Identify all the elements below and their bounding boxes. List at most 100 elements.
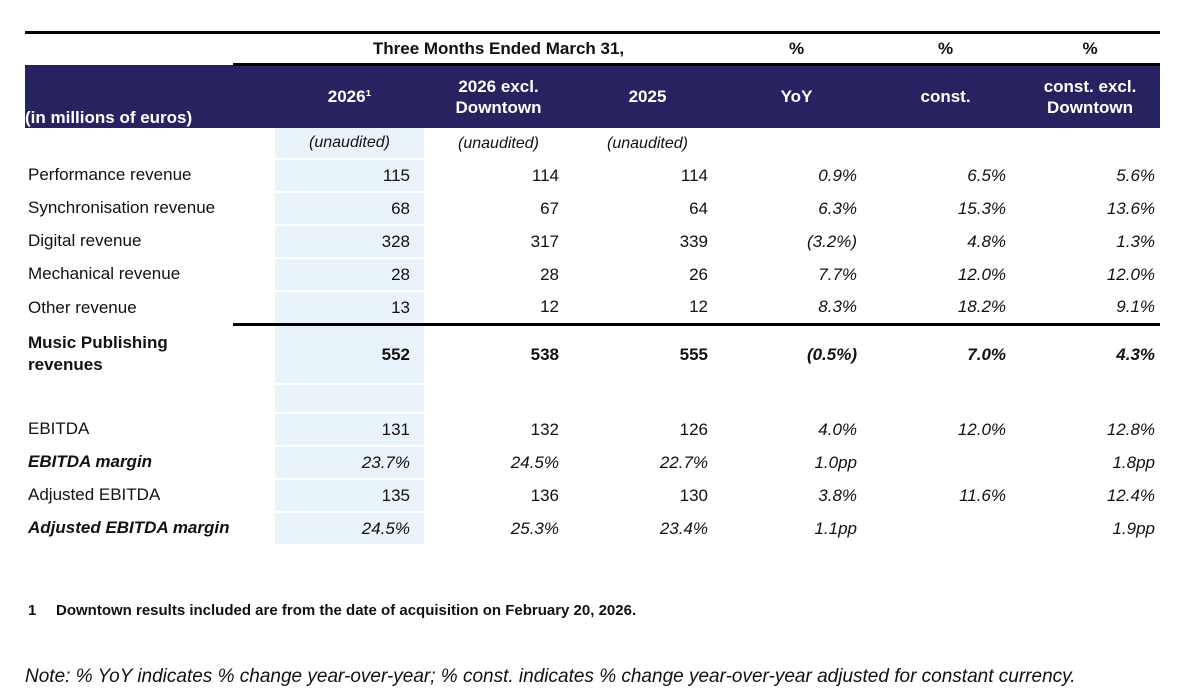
column-header-const-excl-downtown: const. excl. Downtown	[1020, 63, 1161, 128]
period-header-row: Three Months Ended March 31, % % %	[25, 31, 1161, 65]
cell-const: 15.3%	[957, 198, 1007, 218]
cell-yoy: 7.7%	[818, 264, 858, 284]
cell-yoy: 3.8%	[818, 485, 858, 505]
spacer-cell	[233, 323, 275, 384]
cell-const	[871, 384, 1020, 413]
footnote-number: 1	[28, 602, 37, 619]
cell-2026: 28	[275, 258, 424, 292]
column-header-row: (in millions of euros) 2026¹ 2026 excl. …	[25, 63, 1161, 128]
row-label: EBITDA	[28, 419, 90, 439]
cell-yoy: 6.3%	[818, 198, 858, 218]
cell-2026-excl: 28	[540, 264, 559, 284]
table-row: Mechanical revenue 28 28 26 7.7% 12.0% 1…	[25, 258, 1160, 292]
cell-2026-excl	[424, 384, 573, 413]
corner-empty-cell	[25, 31, 233, 65]
spacer-cell	[233, 258, 275, 291]
column-header-2026: 2026¹	[275, 63, 424, 128]
cell-2026: 23.7%	[275, 446, 424, 480]
cell-2026-excl: 25.3%	[510, 518, 559, 538]
cell-const: 7.0%	[871, 323, 1021, 384]
cell-2026-excl: 132	[530, 419, 559, 439]
cell-const-excl	[1020, 384, 1160, 413]
cell-2026-excl: 317	[530, 231, 559, 251]
row-label: Music Publishing revenues	[28, 333, 168, 375]
footnote-text: Downtown results included are from the d…	[56, 602, 637, 619]
blank-row	[25, 384, 1160, 414]
cell-2026: 328	[275, 225, 424, 259]
cell-const-excl: 4.3%	[1020, 323, 1161, 384]
cell-const	[871, 512, 1020, 545]
spacer-cell	[233, 384, 275, 413]
methodology-note: Note: % YoY indicates % change year-over…	[25, 666, 1076, 687]
cell-yoy: 4.0%	[818, 419, 858, 439]
cell-const-excl: 12.0%	[1106, 264, 1156, 284]
spacer-cell	[233, 446, 275, 479]
unaudited-2026: (unaudited)	[275, 128, 424, 160]
cell-2026-excl: 136	[530, 485, 559, 505]
spacer-cell	[233, 31, 275, 65]
cell-2026: 552	[275, 323, 424, 385]
cell-const-excl: 1.9pp	[1112, 518, 1156, 538]
table-row: Performance revenue 115 114 114 0.9% 6.5…	[25, 159, 1160, 193]
spacer-cell	[233, 159, 275, 192]
table-row: Digital revenue 328 317 339 (3.2%) 4.8% …	[25, 225, 1160, 259]
cell-2025	[573, 384, 722, 413]
table-row: EBITDA 131 132 126 4.0% 12.0% 12.8%	[25, 413, 1160, 447]
unaudited-row: (unaudited) (unaudited) (unaudited)	[25, 128, 1160, 160]
cell-const: 4.8%	[967, 231, 1007, 251]
cell-2026: 135	[275, 479, 424, 513]
cell-yoy: 1.0pp	[814, 452, 858, 472]
table-row: Adjusted EBITDA 135 136 130 3.8% 11.6% 1…	[25, 479, 1160, 513]
row-label: Adjusted EBITDA	[28, 485, 161, 505]
cell-2026: 13	[275, 291, 424, 326]
footnote: 1 Downtown results included are from the…	[28, 602, 1160, 619]
spacer-cell	[233, 413, 275, 446]
corner-label: (in millions of euros)	[25, 64, 233, 128]
cell-yoy	[722, 384, 871, 413]
cell-yoy: (3.2%)	[806, 231, 858, 251]
spacer-cell	[233, 128, 275, 159]
unaudited-2026-excl: (unaudited)	[458, 134, 539, 152]
column-header-2025: 2025	[573, 63, 723, 128]
table-row: Synchronisation revenue 68 67 64 6.3% 15…	[25, 192, 1160, 226]
cell-2026: 131	[275, 413, 424, 447]
row-label	[25, 384, 233, 413]
cell-yoy: 0.9%	[818, 165, 858, 185]
row-label: Performance revenue	[28, 165, 192, 185]
cell-2025: 12	[689, 297, 709, 316]
cell-2025: 114	[680, 165, 709, 185]
cell-const: 18.2%	[957, 297, 1007, 316]
cell-2026-excl: 538	[424, 323, 573, 384]
cell-2025: 22.7%	[659, 452, 709, 472]
cell-const-excl: 9.1%	[1116, 297, 1156, 316]
cell-yoy: 1.1pp	[814, 518, 858, 538]
empty-cell	[722, 128, 871, 159]
cell-yoy: (0.5%)	[722, 323, 872, 384]
pct-header-yoy: %	[722, 31, 872, 65]
spacer-cell	[233, 291, 275, 325]
cell-2025: 126	[679, 419, 709, 439]
cell-const-excl: 13.6%	[1106, 198, 1156, 218]
cell-2026-excl: 67	[540, 198, 559, 218]
cell-2025: 555	[573, 323, 723, 384]
row-label: Adjusted EBITDA margin	[28, 518, 230, 538]
empty-cell	[1020, 128, 1160, 159]
cell-const-excl: 12.8%	[1106, 419, 1156, 439]
spacer-cell	[233, 63, 275, 128]
spacer-cell	[233, 512, 275, 545]
cell-const: 12.0%	[957, 264, 1007, 284]
cell-const-excl: 1.3%	[1116, 231, 1156, 251]
cell-const: 12.0%	[957, 419, 1007, 439]
cell-2025: 339	[679, 231, 709, 251]
cell-const-excl: 12.4%	[1106, 485, 1156, 505]
spacer-cell	[233, 479, 275, 512]
row-label	[25, 128, 233, 159]
row-label: Digital revenue	[28, 231, 142, 251]
cell-const	[871, 446, 1020, 479]
cell-2025: 26	[689, 264, 709, 284]
cell-const: 11.6%	[959, 485, 1007, 505]
financial-results-table: Three Months Ended March 31, % % % (in m…	[25, 31, 1161, 546]
cell-const-excl: 5.6%	[1116, 165, 1156, 185]
cell-2026-excl: 24.5%	[510, 452, 559, 472]
row-label: Synchronisation revenue	[28, 198, 216, 218]
